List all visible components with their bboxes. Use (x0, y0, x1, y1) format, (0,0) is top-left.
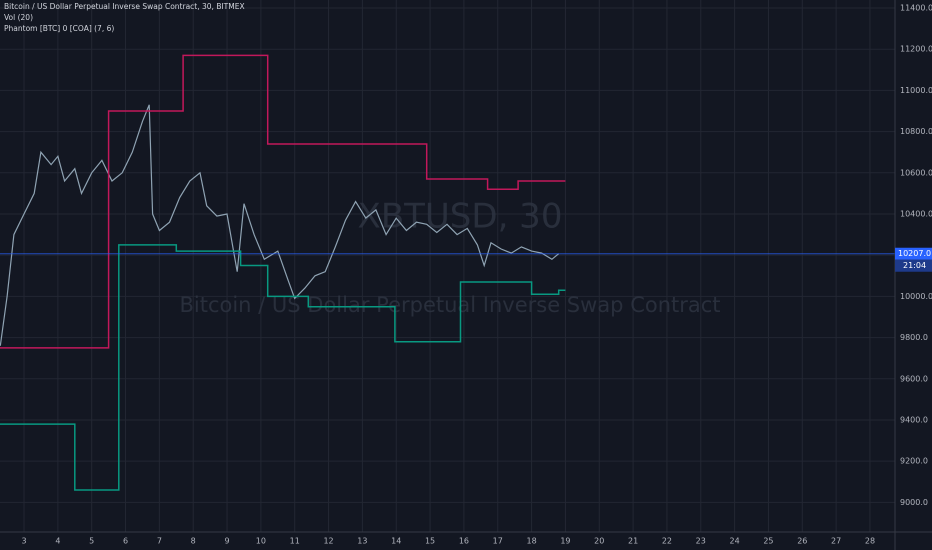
y-tick-label: 11400.0 (900, 4, 932, 13)
countdown-label: 21:04 (903, 261, 926, 270)
y-tick-label: 9400.0 (900, 415, 928, 424)
series-line (0, 104, 560, 346)
chart-title: Bitcoin / US Dollar Perpetual Inverse Sw… (4, 2, 245, 11)
x-tick-label: 14 (391, 537, 401, 546)
x-tick-label: 15 (425, 537, 435, 546)
x-tick-label: 6 (123, 537, 128, 546)
y-tick-label: 10000.0 (900, 292, 932, 301)
y-tick-label: 11000.0 (900, 86, 932, 95)
x-tick-label: 8 (191, 537, 196, 546)
indicator-label: Phantom [BTC] 0 [COA] (7, 6) (4, 24, 114, 33)
x-tick-label: 21 (628, 537, 638, 546)
x-tick-label: 12 (323, 537, 333, 546)
x-tick-label: 7 (157, 537, 162, 546)
x-tick-label: 5 (89, 537, 94, 546)
x-tick-label: 18 (526, 537, 536, 546)
y-tick-label: 10800.0 (900, 127, 932, 136)
watermark-subtitle: Bitcoin / US Dollar Perpetual Inverse Sw… (179, 293, 720, 317)
y-tick-label: 9800.0 (900, 333, 928, 342)
x-tick-label: 9 (225, 537, 230, 546)
y-tick-label: 9600.0 (900, 374, 928, 383)
x-tick-label: 26 (797, 537, 807, 546)
x-tick-label: 25 (763, 537, 773, 546)
last-price-label: 10207.0 (898, 249, 931, 258)
x-tick-label: 24 (730, 537, 740, 546)
y-tick-label: 10600.0 (900, 168, 932, 177)
x-tick-label: 3 (21, 537, 26, 546)
x-tick-label: 13 (357, 537, 367, 546)
x-tick-label: 10 (256, 537, 266, 546)
grid (0, 0, 895, 532)
indicator-label: Vol (20) (4, 13, 33, 22)
y-tick-label: 11200.0 (900, 45, 932, 54)
x-tick-label: 17 (493, 537, 503, 546)
y-tick-label: 9000.0 (900, 498, 928, 507)
x-tick-label: 19 (560, 537, 570, 546)
x-tick-label: 4 (55, 537, 60, 546)
x-tick-label: 20 (594, 537, 604, 546)
plot-area (0, 54, 895, 491)
series-line (0, 244, 566, 491)
x-tick-label: 16 (459, 537, 469, 546)
watermark: XBTUSD, 30 (358, 197, 563, 237)
x-tick-label: 22 (662, 537, 672, 546)
countdown-tag (895, 259, 932, 272)
x-tick-label: 27 (831, 537, 841, 546)
y-tick-label: 10400.0 (900, 209, 932, 218)
x-tick-label: 28 (865, 537, 875, 546)
axes: 9000.09200.09400.09600.09800.010000.0102… (21, 4, 932, 546)
last-price-tag (895, 247, 932, 260)
series-line (0, 54, 566, 349)
x-tick-label: 11 (290, 537, 300, 546)
x-tick-label: 23 (696, 537, 706, 546)
y-tick-label: 9200.0 (900, 457, 928, 466)
